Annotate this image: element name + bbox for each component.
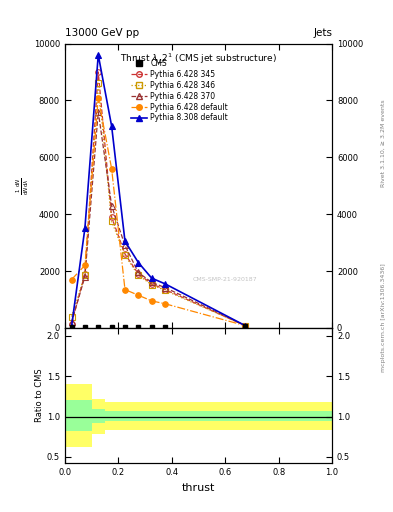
X-axis label: thrust: thrust xyxy=(182,483,215,493)
Text: Thrust $\lambda\_2^1$ (CMS jet substructure): Thrust $\lambda\_2^1$ (CMS jet substruct… xyxy=(120,52,277,67)
Text: 13000 GeV pp: 13000 GeV pp xyxy=(65,28,139,38)
Y-axis label: Ratio to CMS: Ratio to CMS xyxy=(35,369,44,422)
Text: Rivet 3.1.10, ≥ 3.2M events: Rivet 3.1.10, ≥ 3.2M events xyxy=(381,99,386,187)
Text: mcplots.cern.ch [arXiv:1306.3436]: mcplots.cern.ch [arXiv:1306.3436] xyxy=(381,263,386,372)
Text: CMS-SMP-21-920187: CMS-SMP-21-920187 xyxy=(193,277,257,282)
Text: Jets: Jets xyxy=(313,28,332,38)
Legend: CMS, Pythia 6.428 345, Pythia 6.428 346, Pythia 6.428 370, Pythia 6.428 default,: CMS, Pythia 6.428 345, Pythia 6.428 346,… xyxy=(127,56,231,125)
Y-axis label: mathrm $d^2$N
mathrm $dp_T$ mathrm $d\lambda$

$\frac{1}{\mathrm{d}N}\frac{\math: mathrm $d^2$N mathrm $dp_T$ mathrm $d\la… xyxy=(0,140,31,232)
